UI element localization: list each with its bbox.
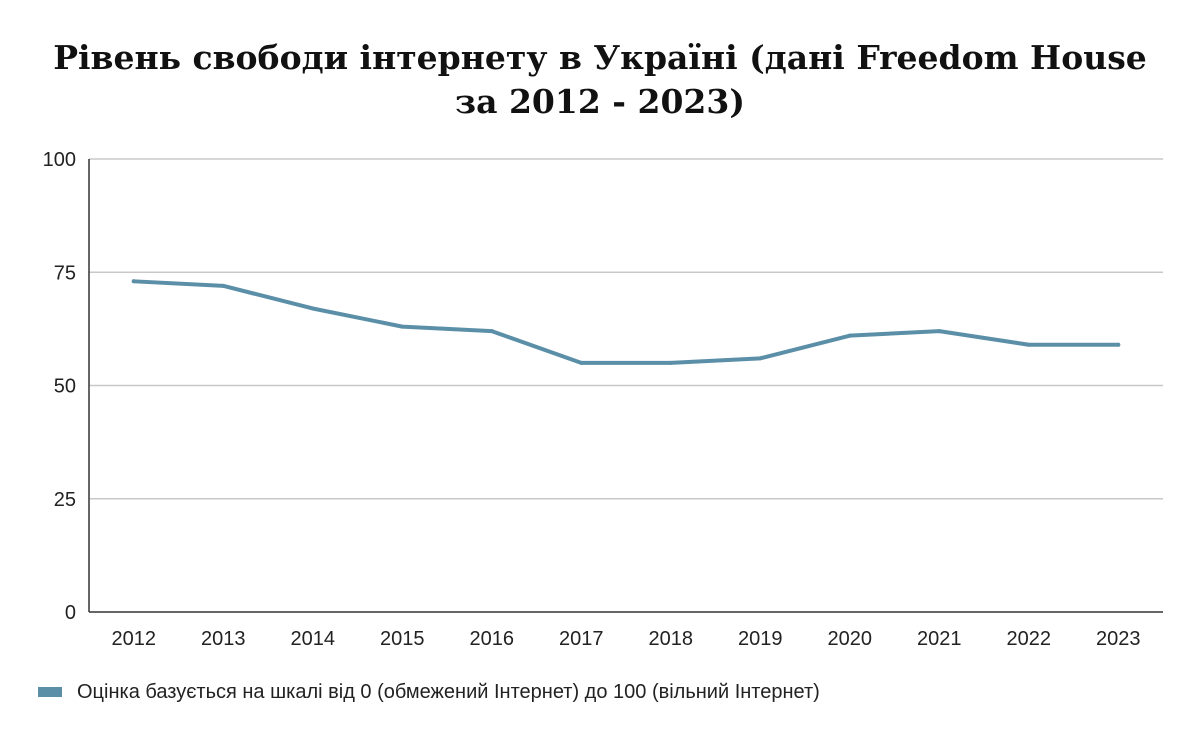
axes [88,159,1163,613]
series-line-0 [131,279,1121,365]
data-point [668,360,673,365]
data-point [489,329,494,334]
x-tick-label: 2021 [917,628,962,650]
x-tick-label: 2020 [828,628,873,650]
x-tick-label: 2018 [649,628,694,650]
legend: Оцінка базується на шкалі від 0 (обмежен… [38,678,820,706]
data-point [310,306,315,311]
data-point [937,329,942,334]
chart-title-line-2: за 2012 - 2023) [455,82,745,121]
data-point [400,324,405,329]
grid-lines [89,158,1163,500]
chart-title-line-1: Рівень свободи інтернету в Україні (дані… [53,38,1147,77]
x-tick-label: 2016 [470,628,515,650]
x-tick-label: 2014 [291,628,336,650]
x-tick-label: 2022 [1007,628,1052,650]
x-tick-label: 2012 [112,628,157,650]
y-tick-label: 0 [65,602,76,624]
data-point [758,356,763,361]
y-tick-label: 75 [54,262,76,284]
y-tick-label: 25 [54,489,76,511]
data-point [131,279,136,284]
data-point [1026,342,1031,347]
legend-swatch [38,687,62,697]
data-point [579,360,584,365]
data-point [221,283,226,288]
chart-title: Рівень свободи інтернету в Україні (дані… [0,36,1200,124]
y-tick-labels: 0 25 50 75 100 [43,149,76,624]
series-lines [131,279,1121,365]
data-point [1116,342,1121,347]
x-tick-label: 2019 [738,628,783,650]
x-tick-label: 2017 [559,628,604,650]
x-tick-label: 2015 [380,628,425,650]
x-tick-label: 2013 [201,628,246,650]
y-tick-label: 100 [43,149,76,171]
legend-label: Оцінка базується на шкалі від 0 (обмежен… [77,680,820,703]
x-tick-labels: 2012 2013 2014 2015 2016 2017 2018 2019 2020 2021… [112,628,1141,650]
data-point [847,333,852,338]
y-tick-label: 50 [54,376,76,398]
x-tick-label: 2023 [1096,628,1141,650]
